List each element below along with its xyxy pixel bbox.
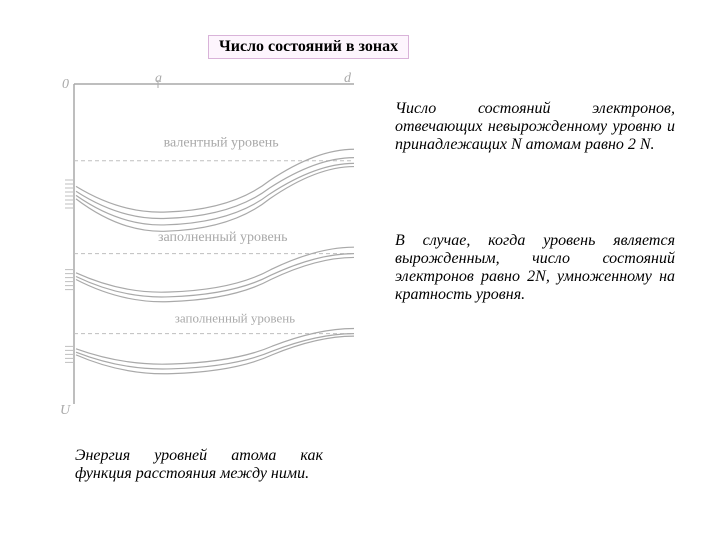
svg-text:0: 0 — [62, 77, 69, 92]
paragraph-2: В случае, когда уровень является вырожде… — [395, 232, 675, 304]
svg-text:заполненный уровень: заполненный уровень — [175, 310, 295, 325]
svg-text:U: U — [60, 403, 71, 418]
paragraph-1: Число состояний электронов, отвечающих н… — [395, 100, 675, 154]
figure-caption: Энергия уровней атома как функция рассто… — [75, 447, 323, 483]
svg-text:a: a — [155, 72, 162, 86]
energy-level-diagram: 0 Ua d валентный уровень заполненный уровень… — [60, 72, 360, 422]
svg-text:d: d — [344, 72, 352, 86]
svg-text:заполненный уровень: заполненный уровень — [158, 230, 288, 245]
svg-text:валентный уровень: валентный уровень — [164, 135, 279, 150]
page-title: Число состояний в зонах — [208, 35, 409, 59]
